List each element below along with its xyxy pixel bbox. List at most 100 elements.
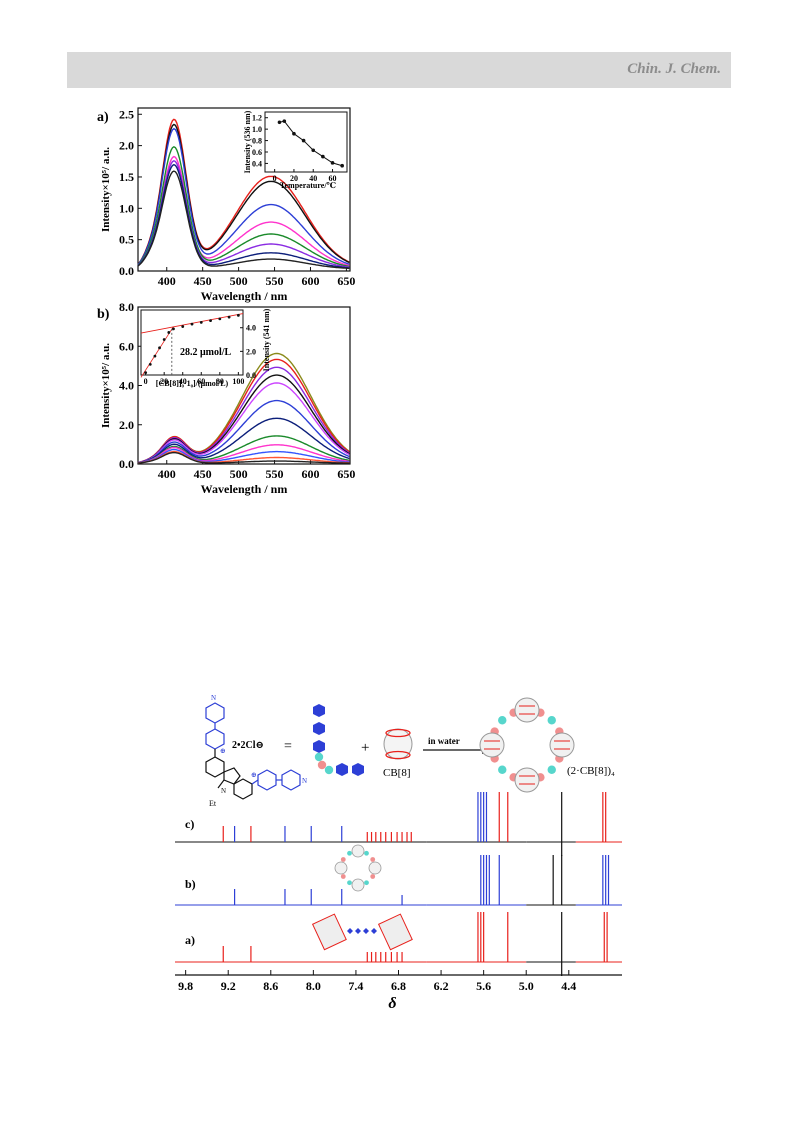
nmr-x-tick-label: 6.8 bbox=[391, 979, 406, 993]
inset-point bbox=[172, 327, 175, 331]
tetramer-bead bbox=[498, 716, 507, 725]
dimer-guest bbox=[363, 928, 369, 934]
tetramer-cb8 bbox=[514, 767, 540, 793]
tetramer-bead bbox=[547, 765, 556, 774]
salt-label: 2•2Cl⊖ bbox=[232, 740, 264, 751]
journal-title: Chin. J. Chem. bbox=[627, 61, 721, 77]
mini-tetramer-bead bbox=[364, 850, 369, 856]
nmr-x-tick-label: 7.4 bbox=[348, 979, 363, 993]
inset-point bbox=[144, 371, 148, 375]
journal-header-bar: Chin. J. Chem. bbox=[67, 52, 731, 88]
inset-y-label: Intensity (536 nm) bbox=[243, 110, 252, 173]
nmr-x-tick-label: 8.0 bbox=[306, 979, 321, 993]
inset-y-tick-label: 4.0 bbox=[246, 324, 256, 333]
y-tick-label: 0.0 bbox=[119, 457, 134, 471]
dimer-cb8-left bbox=[311, 913, 347, 951]
pyridine-ring-top bbox=[205, 702, 225, 750]
y-tick-label: 2.0 bbox=[119, 418, 134, 432]
x-axis-label: Wavelength / nm bbox=[201, 289, 288, 303]
spectra-chart-b: 400 450 500 550 600 6500.02.04.06.08.0Wavelen… bbox=[100, 300, 355, 496]
spectrum-series bbox=[137, 417, 350, 464]
trace-label: b) bbox=[185, 877, 196, 891]
tetramer-bead bbox=[547, 716, 556, 725]
inset-point bbox=[236, 313, 240, 317]
tetramer-assembly bbox=[479, 697, 575, 793]
x-tick-label: 400 bbox=[158, 467, 176, 481]
pyridine-n-top: N bbox=[211, 694, 216, 702]
tetramer-cb8 bbox=[549, 732, 575, 758]
inset-point bbox=[158, 346, 161, 350]
mini-tetramer-bead bbox=[364, 880, 369, 886]
tetramer-cb8 bbox=[514, 697, 540, 723]
inset-x-tick-label: 60 bbox=[329, 174, 337, 183]
ethyl-substituent: Et bbox=[209, 799, 217, 808]
spectrum-series bbox=[137, 448, 350, 464]
equals-sign: = bbox=[284, 739, 292, 754]
carbazole-n: N bbox=[221, 787, 226, 795]
spectrum-series bbox=[137, 170, 350, 270]
inset-y-tick-label: 0.4 bbox=[252, 159, 262, 168]
dimer-guest bbox=[371, 928, 377, 934]
inset-y-tick-label: 0.6 bbox=[252, 148, 262, 157]
y-tick-label: 0.0 bbox=[119, 264, 134, 278]
x-tick-label: 500 bbox=[230, 274, 248, 288]
inset-y-tick-label: 2.0 bbox=[246, 347, 256, 356]
inset-point bbox=[181, 325, 185, 328]
mini-tetramer-bead bbox=[340, 874, 346, 879]
nmr-x-tick-label: 6.2 bbox=[434, 979, 449, 993]
mini-tetramer-bead bbox=[340, 857, 346, 862]
mini-tetramer-cb8 bbox=[351, 878, 365, 892]
dimer-cb8-right bbox=[377, 913, 413, 951]
spectrum-series bbox=[137, 358, 350, 464]
inset-point bbox=[153, 354, 157, 358]
nmr-inline-cartoons bbox=[311, 844, 413, 951]
inset-point bbox=[311, 148, 316, 153]
spectrum-series bbox=[137, 127, 350, 265]
y-tick-label: 2.0 bbox=[119, 139, 134, 153]
panel-label-b: b) bbox=[97, 307, 110, 322]
inset-x-tick-label: 0 bbox=[273, 174, 277, 183]
inset-x-tick-label: 20 bbox=[290, 174, 298, 183]
inset-x-label: Temperature/℃ bbox=[280, 181, 337, 190]
inset-x-tick-label: 20 bbox=[160, 377, 168, 386]
spectrum-series bbox=[137, 399, 350, 464]
spectra-chart-a: 400 450 500 550 600 6500.00.51.01.52.02.5Wave… bbox=[100, 107, 355, 303]
y-axis-label: Intensity×10⁵/ a.u. bbox=[100, 343, 112, 428]
x-tick-label: 650 bbox=[337, 467, 355, 481]
spectrum-series bbox=[137, 123, 350, 265]
y-tick-label: 2.5 bbox=[119, 107, 134, 121]
plot-frame bbox=[137, 107, 351, 272]
reaction-scheme: N ⊕ N Et ⊕ N 2•2Cl⊖ = bbox=[205, 694, 615, 808]
inset-y-label: Intensity (541 nm) bbox=[262, 308, 271, 371]
x-tick-label: 500 bbox=[230, 467, 248, 481]
y-tick-label: 6.0 bbox=[119, 339, 134, 353]
inset-fit-line-1 bbox=[140, 326, 174, 378]
mini-tetramer-cb8 bbox=[351, 844, 365, 858]
inset-x-tick-label: 80 bbox=[216, 377, 224, 386]
inset-x-tick-label: 40 bbox=[309, 174, 317, 183]
inset-point bbox=[340, 163, 344, 168]
spectrum-series bbox=[137, 145, 350, 268]
spectrum-series bbox=[137, 374, 350, 464]
x-axis-label: Wavelength / nm bbox=[201, 482, 288, 496]
x-tick-label: 450 bbox=[194, 467, 212, 481]
y-tick-label: 1.0 bbox=[119, 201, 134, 215]
inset-y-tick-label: 1.2 bbox=[252, 114, 262, 123]
tetramer-cb8 bbox=[479, 732, 505, 758]
x-tick-label: 550 bbox=[266, 467, 284, 481]
inset-point bbox=[148, 362, 152, 366]
spectrum-series bbox=[137, 382, 350, 464]
trace-label: a) bbox=[185, 933, 195, 947]
inset-x-tick-label: 0 bbox=[144, 377, 148, 386]
spectrum-series bbox=[137, 451, 350, 464]
inset-point bbox=[277, 120, 282, 125]
y-tick-label: 8.0 bbox=[119, 300, 134, 314]
nmr-x-tick-label: 4.4 bbox=[561, 979, 576, 993]
inset-point bbox=[209, 319, 212, 323]
x-tick-label: 650 bbox=[337, 274, 355, 288]
dimer-guest bbox=[355, 928, 361, 934]
mini-tetramer-bead bbox=[370, 874, 376, 879]
nmr-x-tick-label: 5.6 bbox=[476, 979, 491, 993]
spectrum-series bbox=[137, 435, 350, 464]
inset-point bbox=[330, 161, 335, 165]
